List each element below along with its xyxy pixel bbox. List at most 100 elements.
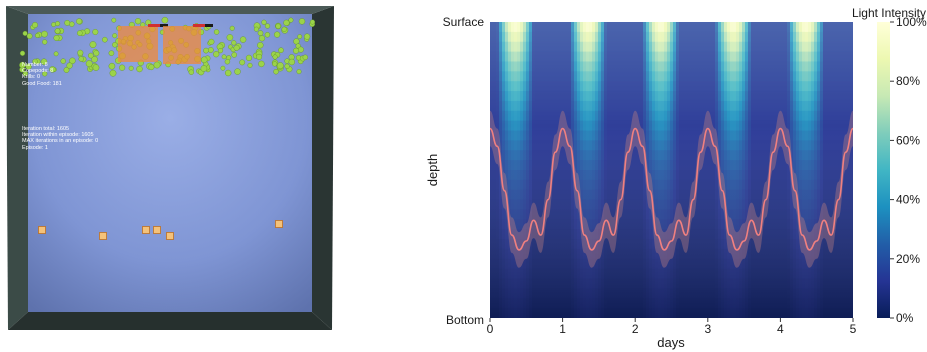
heatmap-cell [490,308,494,318]
heatmap-cell [688,229,692,240]
food-particle [53,35,60,42]
food-particle [42,39,48,45]
heatmap-cell [709,150,713,161]
heatmap-cell [553,278,557,289]
heatmap-cell [721,120,725,132]
heatmap-cell [637,288,641,299]
heatmap-cell [553,229,557,240]
heatmap-cell [586,140,590,151]
heatmap-cell [556,130,560,141]
heatmap-cell [808,31,812,43]
heatmap-cell [682,179,686,191]
heatmap-cell [688,239,692,250]
heatmap-cell [706,81,710,92]
heatmap-cell [619,298,623,309]
heatmap-cell [778,41,782,53]
heatmap-cell [562,31,566,43]
heatmap-cell [805,258,809,270]
heatmap-cell [649,110,653,122]
heatmap-cell [727,100,731,112]
heatmap-cell [826,229,830,240]
heatmap-cell [808,110,812,122]
heatmap-cell [583,160,587,171]
heatmap-cell [727,258,731,270]
food-particle [41,30,48,38]
heatmap-cell [556,150,560,161]
heatmap-cell [805,189,809,201]
heatmap-cell [796,179,800,191]
heatmap-cell [637,71,641,82]
heatmap-cell [700,41,704,53]
heatmap-cell [577,258,581,270]
heatmap-cell [580,189,584,201]
heatmap-cell [568,160,572,171]
heatmap-cell [772,51,776,63]
heatmap-cell [703,179,707,191]
heatmap-cell [673,150,677,161]
heatmap-cell [529,71,533,82]
heatmap-cell [523,22,527,33]
heatmap-cell [760,51,764,63]
heatmap-cell [580,140,584,151]
heatmap-cell [598,130,602,141]
heatmap-cell [595,258,599,270]
heatmap-cell [814,209,818,220]
heatmap-cell [763,189,767,201]
heatmap-cell [637,100,641,112]
heatmap-cell [544,199,548,211]
heatmap-cell [826,150,830,161]
heatmap-cell [721,288,725,299]
heatmap-cell [835,298,839,309]
heatmap-cell [646,160,650,171]
heatmap-cell [556,110,560,122]
heatmap-cell [631,170,635,181]
heatmap-cell [838,100,842,112]
heatmap-cell [493,120,497,132]
heatmap-cell [550,209,554,220]
heatmap-cell [778,150,782,161]
heatmap-cell [700,51,704,63]
heatmap-cell [508,239,512,250]
heatmap-cell [640,100,644,112]
heatmap-cell [775,298,779,309]
heatmap-cell [811,130,815,141]
heatmap-cell [844,179,848,191]
heatmap-cell [697,229,701,240]
heatmap-cell [535,258,539,270]
heatmap-cell [688,51,692,63]
heatmap-cell [643,130,647,141]
heatmap-cell [556,298,560,309]
heatmap-cell [709,81,713,92]
heatmap-cell [532,41,536,53]
heatmap-cell [589,258,593,270]
heatmap-cell [787,100,791,112]
heatmap-cell [523,140,527,151]
heatmap-cell [607,91,611,102]
heatmap-cell [835,120,839,132]
heatmap-cell [661,100,665,112]
heatmap-cell [745,268,749,280]
heatmap-cell [847,298,851,309]
heatmap-cell [775,22,779,33]
heatmap-cell [766,41,770,53]
heatmap-cell [643,51,647,63]
heatmap-cell [490,170,494,181]
food-particle [302,54,308,60]
heatmap-cell [625,81,629,92]
heatmap-cell [844,160,848,171]
heatmap-cell [649,258,653,270]
heatmap-cell [838,209,842,220]
heatmap-cell [592,130,596,141]
heatmap-cell [517,278,521,289]
heatmap-cell [799,100,803,112]
heatmap-cell [688,268,692,280]
heatmap-cell [781,179,785,191]
heatmap-cell [718,170,722,181]
heatmap-cell [727,179,731,191]
heatmap-cell [706,91,710,102]
heatmap-cell [634,71,638,82]
heatmap-cell [742,110,746,122]
heatmap-cell [616,110,620,122]
heatmap-cell [691,248,695,260]
heatmap-cell [490,248,494,260]
